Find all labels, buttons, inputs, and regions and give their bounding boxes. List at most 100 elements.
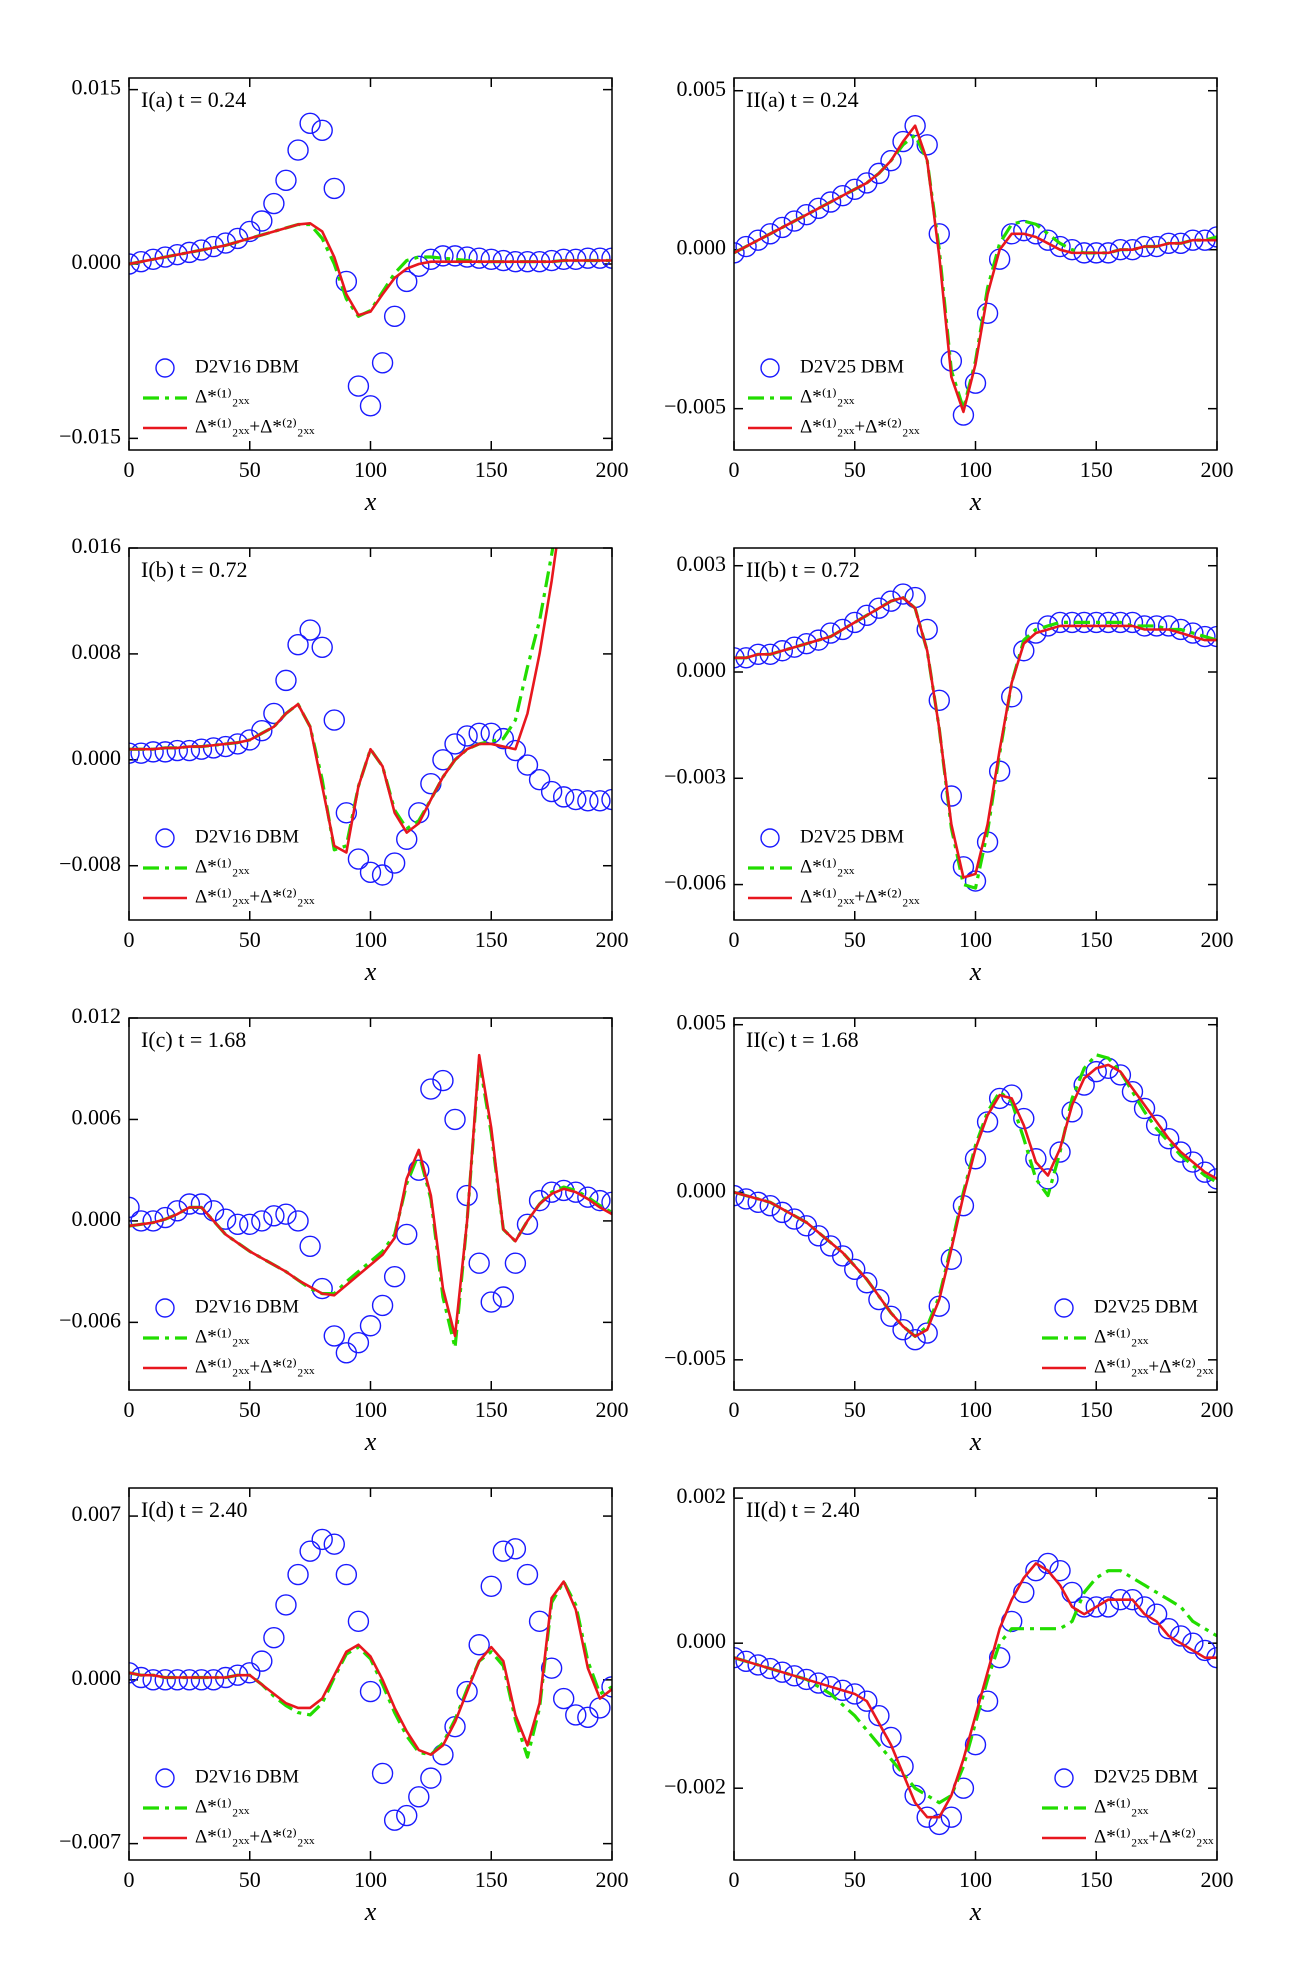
data-point <box>178 1669 201 1691</box>
x-tick-label: 0 <box>124 1867 135 1892</box>
data-point <box>916 134 938 156</box>
data-point <box>323 1325 345 1347</box>
y-tick-label: 0.000 <box>677 1177 727 1202</box>
data-point <box>892 583 914 605</box>
data-point <box>1145 1114 1168 1136</box>
data-point <box>735 235 757 258</box>
plot-area <box>734 114 1217 426</box>
data-point <box>359 1680 382 1703</box>
plot-frame <box>128 1487 613 1861</box>
data-point <box>178 1193 201 1215</box>
data-point <box>904 1784 926 1807</box>
data-point <box>540 1181 563 1203</box>
y-tick-label: −0.005 <box>664 394 726 419</box>
data-point <box>868 1288 890 1311</box>
plot-frame <box>128 547 613 921</box>
series-line <box>129 1580 612 1757</box>
subplot: 0 50 100 150 200 −0.002 0.000 0.002 II(d) t = 2.… <box>664 1483 1233 1926</box>
data-point <box>347 1331 370 1354</box>
data-point <box>299 619 321 641</box>
data-point <box>275 1594 297 1616</box>
plot-area <box>734 1552 1217 1836</box>
legend-label: Δ*⁽¹⁾₂ₓₓ+Δ*⁽²⁾₂ₓₓ <box>1094 1356 1214 1377</box>
series-line <box>129 222 612 317</box>
data-point <box>275 1203 297 1225</box>
x-tick-label: 100 <box>959 1397 992 1422</box>
data-point <box>856 1272 878 1294</box>
plot-frame <box>128 1017 613 1391</box>
data-point <box>1121 1081 1144 1103</box>
x-tick-label: 0 <box>729 1397 740 1422</box>
data-point <box>868 1704 890 1727</box>
data-point <box>747 1654 769 1676</box>
y-tick-label: 0.000 <box>72 1665 122 1690</box>
data-point <box>311 636 333 658</box>
x-tick-label: 100 <box>354 457 387 482</box>
data-point <box>964 372 987 394</box>
data-point <box>444 733 466 755</box>
data-point <box>275 669 297 692</box>
y-tick-label: −0.006 <box>59 1307 121 1332</box>
data-point <box>759 223 781 245</box>
data-point <box>287 1563 309 1586</box>
data-point <box>166 739 189 762</box>
legend-label: Δ*⁽¹⁾₂ₓₓ <box>800 386 855 407</box>
x-tick-label: 50 <box>239 1397 261 1422</box>
x-tick-label: 200 <box>596 927 629 952</box>
data-point <box>408 255 430 278</box>
data-point <box>892 130 914 153</box>
data-point <box>335 1563 358 1586</box>
subplot: 0 50 100 150 200 −0.005 0.000 0.005 II(c) t = 1.… <box>664 1010 1233 1456</box>
data-point <box>1194 1161 1216 1183</box>
data-point <box>1157 1617 1180 1640</box>
data-point <box>396 270 418 293</box>
data-point <box>371 864 394 886</box>
plot-area <box>129 112 612 417</box>
y-tick-label: 0.000 <box>72 249 122 274</box>
data-point <box>130 1666 152 1689</box>
data-point <box>734 1646 745 1669</box>
x-tick-label: 200 <box>1201 1867 1234 1892</box>
data-point <box>504 739 527 762</box>
y-tick-label: 0.012 <box>72 1003 122 1028</box>
data-point <box>190 1193 213 1215</box>
panel-title: II(c) t = 1.68 <box>746 1027 859 1052</box>
data-point <box>396 1223 418 1246</box>
x-axis-label: x <box>364 1897 377 1926</box>
data-point <box>540 780 563 803</box>
legend-label: Δ*⁽¹⁾₂ₓₓ+Δ*⁽²⁾₂ₓₓ <box>195 886 315 907</box>
data-point <box>771 216 793 239</box>
y-tick-label: 0.000 <box>677 1628 727 1653</box>
data-point <box>783 1208 806 1230</box>
data-point <box>601 788 612 811</box>
plot-area <box>129 1528 612 1831</box>
legend-label: Δ*⁽¹⁾₂ₓₓ+Δ*⁽²⁾₂ₓₓ <box>800 416 920 437</box>
data-point <box>275 169 297 192</box>
data-point <box>940 1806 963 1828</box>
data-point <box>347 375 370 397</box>
data-point <box>383 305 406 328</box>
x-tick-label: 200 <box>596 1867 629 1892</box>
data-point <box>287 1210 309 1232</box>
plot-frame <box>128 77 613 451</box>
subplot: 0 50 100 150 200 −0.007 0.000 0.007 I(d) t = 2.4… <box>59 1487 629 1926</box>
data-point <box>251 210 273 232</box>
data-point <box>190 1669 213 1691</box>
x-tick-label: 50 <box>239 457 261 482</box>
data-point <box>432 749 454 771</box>
data-point <box>831 184 854 207</box>
data-point <box>504 1538 527 1560</box>
data-point <box>880 149 902 172</box>
data-point <box>263 1205 285 1227</box>
x-tick-label: 200 <box>596 457 629 482</box>
data-point <box>154 246 176 268</box>
y-tick-label: 0.006 <box>72 1105 122 1130</box>
data-point <box>239 1213 261 1235</box>
data-point <box>783 1665 806 1687</box>
data-point <box>142 248 164 271</box>
x-tick-label: 150 <box>475 1397 508 1422</box>
plot-area <box>129 1053 612 1364</box>
data-point <box>516 1213 539 1235</box>
